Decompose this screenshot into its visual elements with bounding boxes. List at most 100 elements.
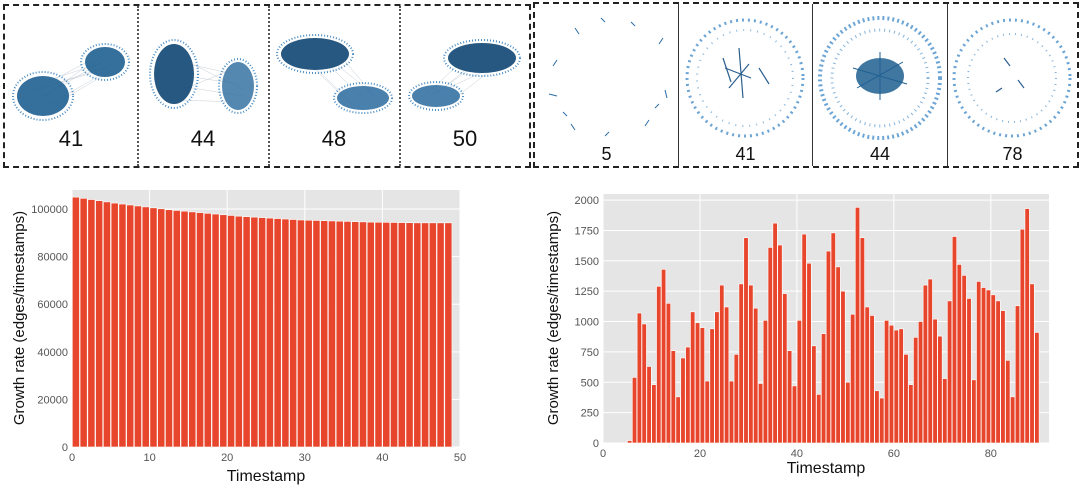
- snapshot-label: 78: [1002, 144, 1023, 164]
- bar: [1000, 310, 1006, 444]
- growth-rate-chart-right: 0 20 40 60 80 0 250 500 750 1000 1250 1500 1750 2000…: [545, 194, 1049, 477]
- bar: [782, 293, 788, 444]
- bar: [816, 394, 822, 444]
- bar: [219, 214, 228, 448]
- bar: [118, 203, 127, 448]
- bar: [854, 207, 861, 444]
- bar: [1024, 208, 1030, 444]
- bar: [258, 217, 266, 448]
- bar: [651, 384, 657, 444]
- bar: [266, 217, 274, 448]
- bar: [927, 278, 933, 444]
- bar: [670, 350, 676, 444]
- snapshot-label: 50: [452, 126, 478, 151]
- bar: [211, 213, 220, 448]
- bar: [79, 198, 88, 448]
- graph-sparse-ring-icon: [548, 17, 668, 137]
- x-tick-label: 0: [600, 448, 606, 460]
- left-snapshot-2: 44: [138, 6, 268, 166]
- bar: [738, 283, 744, 444]
- bar: [821, 333, 827, 444]
- x-tick-label: 60: [888, 448, 900, 460]
- y-tick-label: 750: [581, 347, 599, 359]
- bar: [908, 384, 914, 444]
- left-snapshot-1: 41: [5, 6, 137, 166]
- bar: [864, 306, 870, 444]
- bar: [172, 210, 181, 448]
- bar: [879, 397, 885, 444]
- bar: [762, 320, 768, 444]
- bar: [903, 354, 909, 444]
- x-tick-label: 80: [985, 448, 997, 460]
- bar: [937, 335, 943, 444]
- y-tick-label: 0: [593, 438, 599, 450]
- right-snapshot-2: 41: [679, 4, 812, 166]
- bar: [690, 311, 696, 444]
- bar: [859, 237, 865, 444]
- y-tick-label: 60000: [37, 299, 68, 311]
- left-snapshot-3: 48: [269, 6, 399, 166]
- graph-sparse-ring-icon: [952, 18, 1072, 138]
- bar: [835, 266, 841, 444]
- bar: [149, 207, 158, 448]
- bar: [888, 324, 894, 444]
- bar: [787, 350, 793, 444]
- bar: [951, 236, 957, 444]
- graph-two-cluster-icon: [276, 34, 393, 114]
- y-tick-label: 100000: [31, 204, 68, 216]
- snapshot-label: 44: [869, 144, 891, 164]
- bar: [825, 250, 831, 444]
- bar: [961, 275, 967, 444]
- bar: [685, 346, 691, 444]
- bar: [312, 220, 321, 448]
- bar: [913, 337, 919, 444]
- x-axis-label: Timestamp: [787, 460, 866, 477]
- bar: [893, 329, 899, 444]
- y-tick-label: 2000: [575, 195, 599, 207]
- bar: [351, 221, 360, 448]
- graph-two-cluster-icon: [12, 43, 130, 121]
- bar: [627, 440, 633, 444]
- bar: [1034, 332, 1040, 444]
- bar: [758, 383, 764, 444]
- bar: [636, 312, 642, 444]
- bar: [95, 200, 104, 448]
- bar: [328, 220, 336, 448]
- bar: [72, 196, 80, 448]
- bar: [995, 300, 1001, 444]
- bar: [985, 289, 991, 444]
- bar: [743, 237, 749, 444]
- bar: [733, 354, 739, 444]
- bar: [234, 215, 243, 448]
- bar: [390, 222, 398, 448]
- bar: [180, 210, 189, 448]
- bar: [728, 380, 734, 444]
- graph-two-cluster-icon: [149, 39, 258, 114]
- bar: [942, 378, 948, 444]
- bar: [196, 212, 204, 448]
- bar: [850, 313, 856, 444]
- bar: [273, 218, 282, 448]
- bar: [1005, 360, 1011, 444]
- right-snapshot-3: 44: [813, 4, 947, 166]
- y-tick-label: 250: [581, 408, 599, 420]
- bar: [203, 213, 212, 448]
- bar: [87, 199, 96, 448]
- x-tick-label: 50: [454, 452, 466, 464]
- bar: [188, 211, 197, 448]
- bar: [976, 281, 982, 444]
- bar: [421, 222, 429, 448]
- bar: [971, 379, 977, 444]
- bar: [436, 222, 445, 448]
- bar: [806, 262, 812, 444]
- bar: [680, 357, 686, 444]
- bar: [898, 328, 904, 444]
- snapshot-label: 44: [190, 126, 216, 151]
- bar: [289, 219, 298, 448]
- y-tick-label: 20000: [37, 394, 68, 406]
- y-tick-label: 0: [62, 442, 68, 454]
- bar: [126, 204, 135, 448]
- y-axis-label: Growth rate (edges/timestamps): [545, 211, 562, 425]
- y-tick-label: 1250: [575, 286, 599, 298]
- bar: [966, 298, 972, 444]
